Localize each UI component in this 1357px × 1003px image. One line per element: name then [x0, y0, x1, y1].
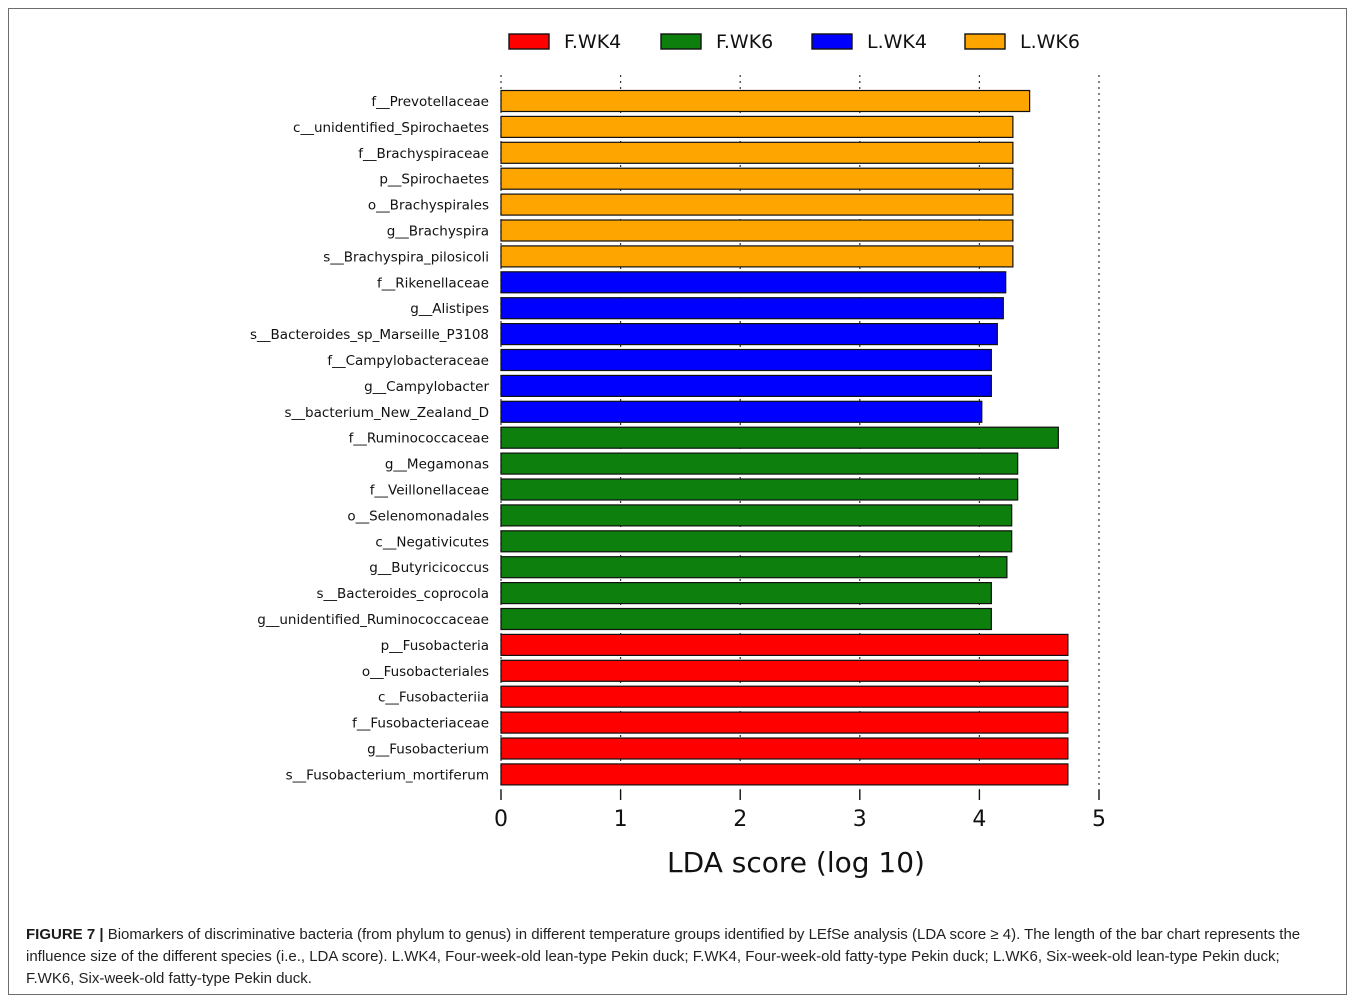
legend-swatch — [508, 33, 550, 50]
legend-label: L.WK6 — [1020, 31, 1080, 53]
category-label: o__Brachyspirales — [368, 198, 489, 214]
legend-label: F.WK6 — [716, 31, 773, 53]
category-label: f__Brachyspiraceae — [358, 146, 489, 162]
category-label: g__Alistipes — [410, 301, 489, 317]
bar — [500, 271, 1007, 294]
category-label: s__bacterium_New_Zealand_D — [285, 405, 489, 421]
bar — [500, 607, 992, 631]
category-label: o__Selenomonadales — [347, 508, 489, 524]
category-label: g__unidentified_Ruminococcaceae — [257, 612, 489, 628]
figure-caption: FIGURE 7 | Biomarkers of discriminative … — [26, 924, 1326, 990]
category-label: c__Fusobacteriia — [378, 690, 489, 706]
legend-label: L.WK4 — [867, 31, 927, 53]
bar — [500, 763, 1069, 786]
category-label: f__Rikenellaceae — [377, 275, 489, 291]
bar — [500, 737, 1069, 760]
figure-frame — [8, 8, 1347, 995]
x-tick-label: 5 — [1092, 807, 1106, 832]
bar — [500, 581, 992, 605]
category-label: g__Megamonas — [385, 457, 489, 473]
category-label: c__Negativicutes — [375, 534, 489, 550]
bar — [500, 89, 1031, 113]
category-labels: f__Prevotellaceae c__unidentified_Spiroch… — [250, 94, 489, 783]
x-tick-label: 1 — [614, 807, 628, 832]
bar — [500, 115, 1014, 139]
bar — [500, 711, 1069, 734]
x-tick-label: 2 — [733, 807, 747, 832]
category-label: p__Spirochaetes — [379, 172, 489, 188]
category-label: p__Fusobacteria — [381, 638, 489, 654]
category-label: f__Prevotellaceae — [371, 94, 489, 110]
category-label: s__Bacteroides_sp_Marseille_P3108 — [250, 327, 489, 343]
legend-swatch — [660, 33, 702, 50]
bar — [500, 400, 983, 423]
category-label: f__Campylobacteraceae — [327, 353, 489, 369]
category-label: o__Fusobacteriales — [362, 664, 489, 680]
category-label: f__Ruminococcaceae — [349, 431, 489, 447]
bar — [500, 530, 1013, 553]
bar — [500, 193, 1014, 216]
bar — [500, 219, 1014, 242]
chart-legend: F.WK4 F.WK6 L.WK4 L.WK6 — [508, 31, 1080, 53]
bar — [500, 348, 992, 372]
legend-label: F.WK4 — [564, 31, 621, 53]
category-label: f__Veillonellaceae — [370, 483, 489, 499]
bar — [500, 297, 1004, 320]
x-tick-label: 4 — [972, 807, 986, 832]
category-label: s__Bacteroides_coprocola — [317, 586, 489, 602]
bar — [500, 659, 1069, 682]
legend-swatch — [964, 33, 1006, 50]
bar — [500, 504, 1013, 527]
bar — [500, 426, 1059, 449]
x-axis-label: LDA score (log 10) — [667, 846, 925, 879]
category-label: g__Campylobacter — [364, 379, 489, 395]
category-label: f__Fusobacteriaceae — [352, 716, 489, 732]
category-label: c__unidentified_Spirochaetes — [293, 120, 489, 136]
caption-label: FIGURE 7 | — [26, 926, 104, 943]
bar — [500, 374, 992, 397]
category-label: g__Brachyspira — [387, 224, 489, 240]
x-axis: 0 1 2 3 4 5 — [494, 790, 1106, 832]
bar — [500, 685, 1069, 708]
x-tick-label: 0 — [494, 807, 508, 832]
category-label: s__Brachyspira_pilosicoli — [323, 249, 489, 265]
x-tick-label: 3 — [853, 807, 867, 832]
bar — [500, 323, 998, 346]
legend-swatch — [811, 33, 853, 50]
lda-bar-chart: F.WK4 F.WK6 L.WK4 L.WK6 f__Prevotellaceae c_… — [250, 31, 1106, 879]
bar — [500, 167, 1014, 190]
chart-bars — [500, 89, 1069, 786]
bar — [500, 245, 1014, 268]
bar — [500, 633, 1069, 657]
category-label: g__Butyricicoccus — [369, 560, 489, 576]
caption-text: Biomarkers of discriminative bacteria (f… — [26, 926, 1301, 987]
bar — [500, 452, 1019, 475]
bar — [500, 141, 1014, 164]
category-label: s__Fusobacterium_mortiferum — [286, 767, 489, 783]
bar — [500, 556, 1008, 579]
bar — [500, 478, 1019, 501]
category-label: g__Fusobacterium — [367, 742, 489, 758]
